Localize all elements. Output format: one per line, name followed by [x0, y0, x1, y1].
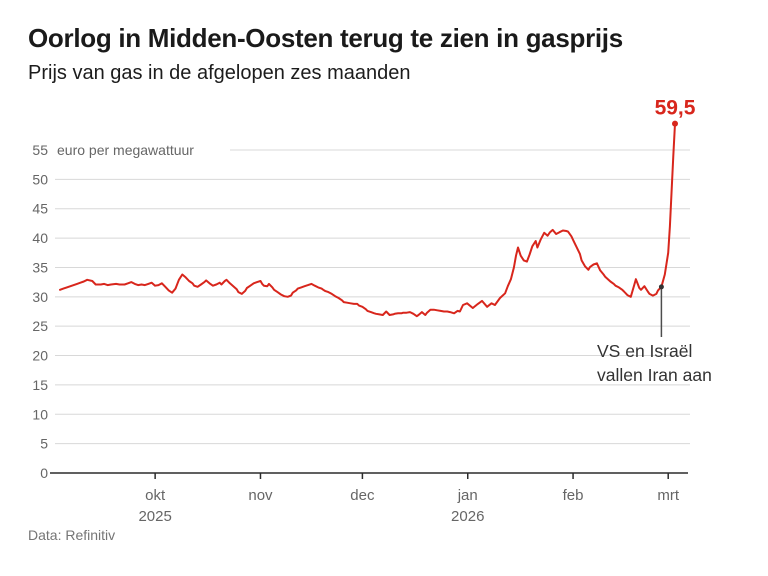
y-tick-label: 50	[32, 171, 48, 187]
annotation-text-line: vallen Iran aan	[597, 365, 712, 385]
x-year-label: 2026	[451, 508, 484, 525]
price-line	[59, 122, 676, 318]
page-subtitle: Prijs van gas in de afgelopen zes maande…	[28, 62, 411, 84]
price-line-end-dot	[672, 120, 678, 127]
y-tick-label: 40	[32, 230, 48, 246]
x-tick-label: feb	[563, 487, 584, 504]
data-source: Data: Refinitiv	[28, 527, 116, 543]
page-title: Oorlog in Midden-Oosten terug te zien in…	[28, 23, 623, 53]
y-tick-label: 30	[32, 289, 48, 305]
y-tick-label: 35	[32, 259, 48, 275]
y-tick-label: 45	[32, 201, 48, 217]
x-tick-label: dec	[350, 487, 375, 504]
annotation-text-line: VS en Israël	[597, 341, 692, 361]
end-value-label: 59,5	[655, 97, 696, 120]
x-year-label: 2025	[138, 508, 171, 525]
y-tick-label: 55	[32, 142, 48, 158]
x-tick-label: okt	[145, 487, 166, 504]
y-tick-label: 20	[32, 348, 48, 364]
y-tick-label: 10	[32, 406, 48, 422]
y-tick-label: 15	[32, 377, 48, 393]
x-tick-label: jan	[457, 487, 478, 504]
y-axis-unit-label: euro per megawattuur	[57, 142, 194, 158]
y-tick-label: 0	[40, 465, 48, 481]
x-tick-label: mrt	[657, 487, 679, 504]
y-tick-label: 25	[32, 318, 48, 334]
y-tick-label: 5	[40, 436, 48, 452]
annotation-marker-dot	[658, 284, 664, 290]
x-tick-label: nov	[248, 487, 273, 504]
